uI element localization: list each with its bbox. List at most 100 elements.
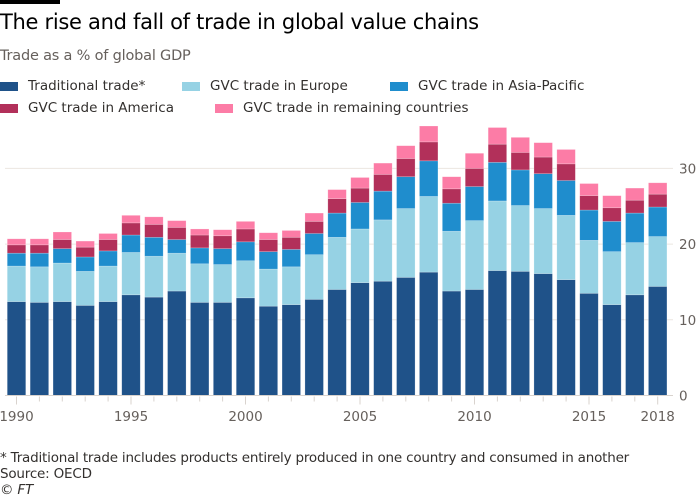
bar-segment	[419, 271, 439, 396]
bar-segment	[373, 280, 393, 396]
bar-segment	[579, 293, 599, 396]
x-tick-label: 1990	[0, 409, 34, 425]
bar-segment	[235, 228, 256, 243]
bar-segment	[442, 290, 462, 396]
bar-segment	[190, 302, 210, 396]
bar-segment	[396, 158, 416, 178]
bar-segment	[510, 169, 530, 206]
bar-segment	[579, 209, 599, 241]
copyright: © FT	[0, 482, 34, 498]
bar-segment	[556, 180, 576, 216]
bar-segment	[6, 301, 27, 396]
bar-segment	[602, 221, 622, 252]
bar-segment	[373, 162, 393, 175]
legend-item-europe: GVC trade in Europe	[182, 78, 348, 94]
bar-segment	[6, 252, 27, 267]
bar-segment	[648, 286, 668, 396]
bar-segment	[648, 182, 668, 195]
bar-segment	[213, 248, 233, 265]
legend-label: GVC trade in America	[28, 100, 174, 116]
x-tick-label: 2000	[228, 409, 262, 425]
bar-segment	[98, 265, 118, 302]
bar-segment	[144, 236, 164, 257]
x-tick-label: 2005	[343, 409, 377, 425]
bar-segment	[98, 239, 118, 252]
bar-segment	[442, 202, 462, 232]
bar-segment	[258, 305, 278, 396]
bar-segment	[258, 239, 278, 252]
bar-segment	[258, 251, 278, 270]
bar-segment	[419, 125, 439, 143]
legend-item-asia-pacific: GVC trade in Asia-Pacific	[390, 78, 584, 94]
bar-segment	[281, 249, 301, 268]
bar-segment	[602, 304, 622, 396]
bar-segment	[487, 127, 507, 145]
bar-segment	[98, 233, 118, 240]
bar-segment	[648, 236, 668, 287]
bar-segment	[167, 252, 187, 292]
bar-segment	[213, 264, 233, 303]
bar-segment	[464, 289, 485, 396]
bar-segment	[533, 273, 553, 396]
bar-segment	[556, 163, 576, 181]
bar-segment	[373, 190, 393, 221]
bar-segment	[29, 266, 49, 303]
bar-segment	[396, 145, 416, 159]
bar-segment	[29, 238, 49, 246]
bar-segment	[144, 224, 164, 238]
bar-segment	[396, 277, 416, 396]
bar-segment	[579, 183, 599, 196]
bar-segment	[6, 265, 27, 302]
bar-segment	[556, 149, 576, 165]
bar-segment	[75, 271, 95, 306]
bar-segment	[235, 297, 256, 396]
legend-item-remaining: GVC trade in remaining countries	[215, 100, 468, 116]
bar-segment	[213, 235, 233, 249]
bar-segment	[213, 302, 233, 396]
bar-segment	[167, 290, 187, 396]
bar-segment	[144, 216, 164, 225]
bar-segment	[327, 189, 347, 199]
bar-segment	[556, 215, 576, 280]
bar-segment	[258, 232, 278, 240]
bar-segment	[75, 256, 95, 272]
source: Source: OECD	[0, 466, 92, 482]
bar-segment	[487, 270, 507, 396]
footnote: * Traditional trade includes products en…	[0, 450, 630, 466]
bar-segment	[487, 162, 507, 202]
bar-segment	[350, 187, 370, 203]
bar-segment	[625, 212, 645, 243]
legend-swatch	[182, 81, 200, 91]
bar-segment	[6, 238, 27, 246]
y-tick-label: 0	[679, 389, 688, 405]
bar-segment	[121, 215, 141, 224]
legend-item-traditional: Traditional trade*	[0, 78, 145, 94]
bar-segment	[533, 173, 553, 209]
bar-segment	[556, 279, 576, 396]
bar-segment	[350, 202, 370, 230]
bar-segment	[121, 252, 141, 296]
bar-segment	[533, 208, 553, 274]
bar-segment	[304, 221, 324, 234]
bar-segment	[190, 228, 210, 236]
bar-segment	[419, 141, 439, 162]
bar-segment	[29, 244, 49, 254]
bar-segment	[281, 230, 301, 238]
bar-segment	[602, 207, 622, 222]
bar-segment	[396, 208, 416, 278]
bar-segment	[304, 299, 324, 396]
bar-segment	[487, 143, 507, 163]
bar-segment	[625, 294, 645, 396]
bar-segment	[190, 247, 210, 265]
bar-segment	[167, 227, 187, 240]
bar-segment	[648, 206, 668, 237]
bar-segment	[327, 198, 347, 214]
bar-segment	[29, 252, 49, 268]
bar-segment	[648, 193, 668, 208]
legend-swatch	[0, 81, 18, 91]
bar-segment	[52, 231, 72, 240]
bar-segment	[510, 271, 530, 396]
y-axis: 0 10 20 30	[679, 161, 696, 404]
bar-segment	[464, 152, 485, 169]
